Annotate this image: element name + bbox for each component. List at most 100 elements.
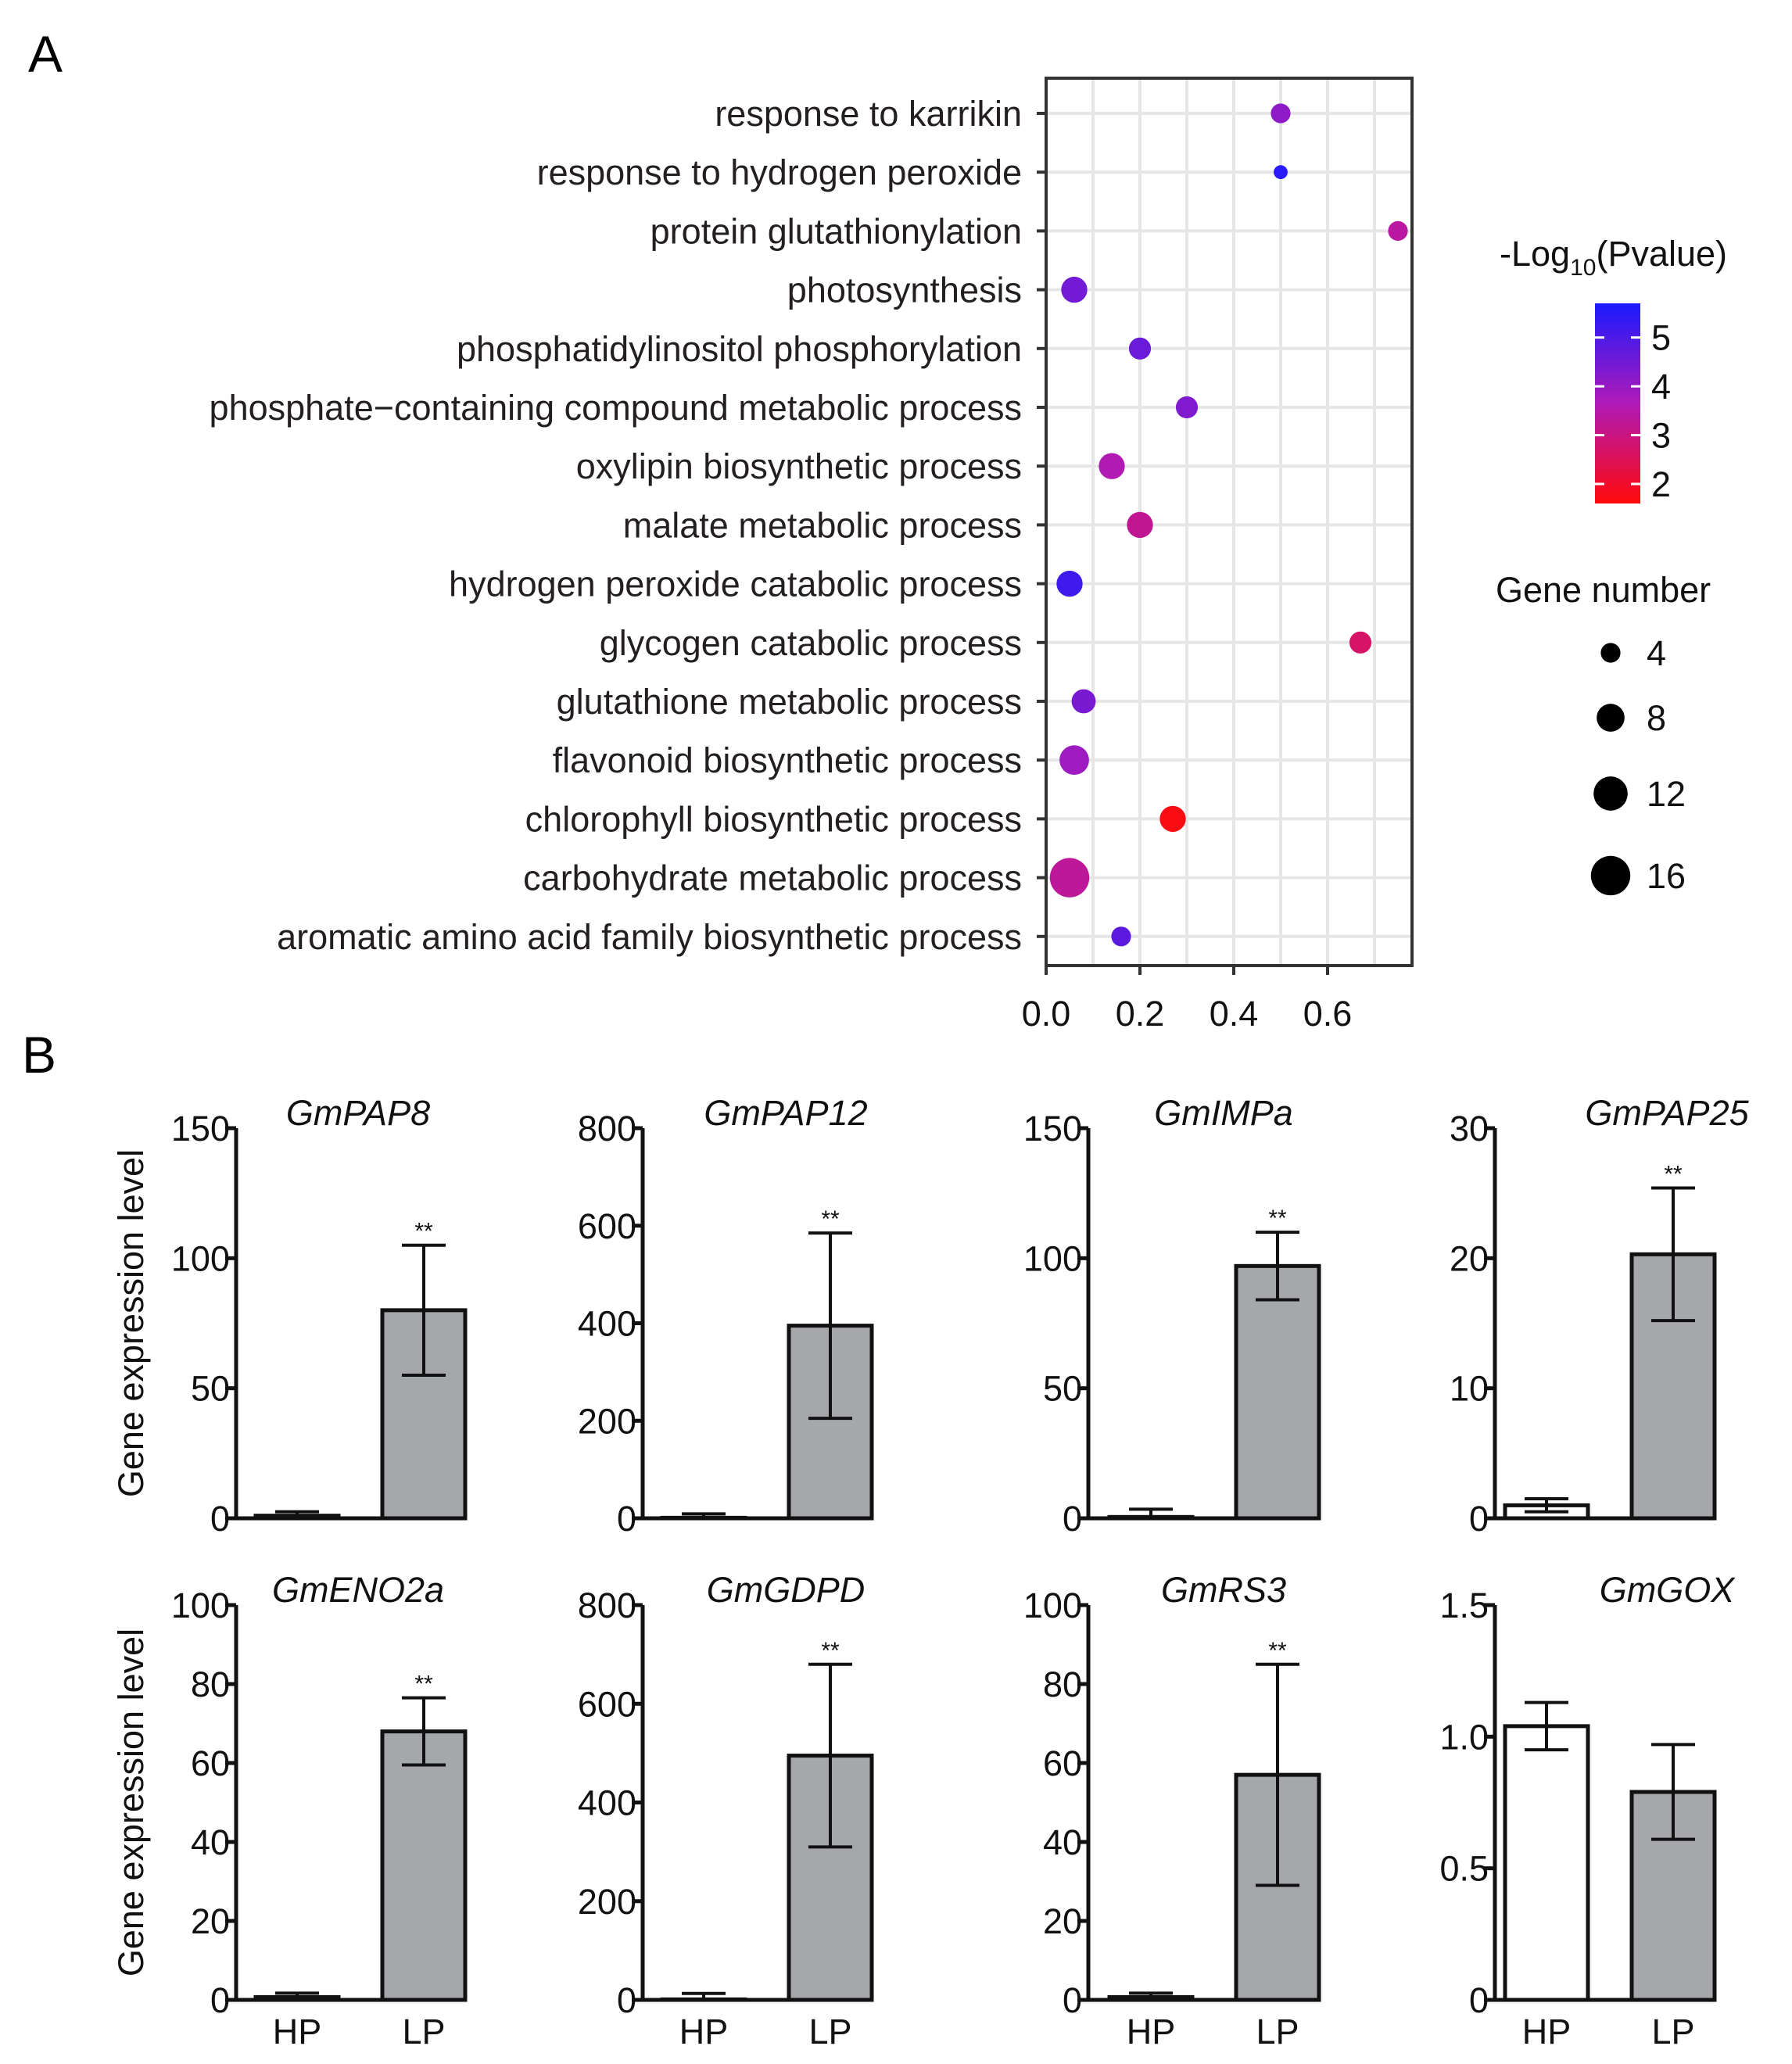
color-tick-label: 4 [1651, 367, 1671, 407]
y-tick-label: 10 [1450, 1369, 1489, 1409]
go-term-label: glycogen catabolic process [600, 623, 1022, 663]
lp-category-label: LP [1651, 2012, 1694, 2051]
size-legend-label: 16 [1647, 856, 1686, 896]
y-tick-label: 600 [578, 1684, 636, 1724]
color-tick-label: 3 [1651, 416, 1671, 456]
bubble-point [1159, 805, 1186, 833]
y-tick-label: 20 [1043, 1901, 1082, 1941]
size-legend-dot [1593, 776, 1628, 811]
y-tick-label: 30 [1450, 1109, 1489, 1148]
y-tick-label: 20 [1450, 1238, 1489, 1278]
y-tick-label: 1.0 [1439, 1717, 1489, 1757]
gene-title: GmENO2a [272, 1570, 444, 1610]
go-term-label: aromatic amino acid family biosynthetic … [277, 917, 1022, 957]
y-tick-label: 60 [191, 1743, 230, 1783]
size-legend-dot [1590, 855, 1631, 896]
go-term-label: chlorophyll biosynthetic process [525, 799, 1022, 839]
y-tick-label: 150 [171, 1109, 230, 1148]
plot-frame [1045, 77, 1414, 967]
y-axis-title: Gene expression level [111, 1149, 151, 1497]
bubble-points [1049, 103, 1408, 947]
lp-category-label: LP [808, 2012, 851, 2051]
y-tick-label: 200 [578, 1882, 636, 1922]
gene-title: GmIMPa [1154, 1093, 1293, 1133]
y-tick-label: 0.5 [1439, 1849, 1489, 1889]
go-term-label: flavonoid biosynthetic process [553, 740, 1022, 780]
y-tick-label: 50 [1043, 1369, 1082, 1409]
bubble-point [1098, 453, 1125, 479]
y-tick-label: 100 [1023, 1586, 1082, 1625]
significance-mark: ** [1664, 1162, 1683, 1188]
go-term-label: carbohydrate metabolic process [523, 858, 1022, 898]
go-term-label: response to karrikin [715, 94, 1022, 134]
y-tick-label: 0 [210, 1980, 230, 2020]
color-scale-ticks: 2 3 4 5 [1595, 318, 1671, 504]
go-term-label: photosynthesis [787, 271, 1022, 310]
bubble-point [1388, 220, 1408, 241]
size-legend-dot [1597, 704, 1625, 732]
bubble-point [1049, 858, 1090, 898]
hp-category-label: HP [273, 2012, 322, 2051]
go-term-labels: response to karrikin response to hydrogen… [210, 94, 1046, 957]
color-legend-title-subscript: 10 [1570, 255, 1596, 281]
gene-title: GmPAP8 [286, 1093, 430, 1133]
plot-grid [1045, 78, 1412, 966]
go-term-label: malate metabolic process [623, 505, 1022, 545]
y-tick-label: 0 [1063, 1499, 1082, 1539]
bar-subplot: GmGDPD ** 0 200 400 600 800 HP LP [578, 1570, 874, 2051]
go-term-label: phosphatidylinositol phosphorylation [457, 329, 1022, 369]
y-tick-label: 0 [1469, 1980, 1489, 2020]
bubble-point [1111, 926, 1131, 947]
bar-subplot: GmGOX 0 0.5 1.0 1.5 HP LP [1439, 1570, 1736, 2051]
bubble-point [1056, 570, 1083, 597]
bubble-point [1349, 631, 1372, 654]
y-tick-label: 0 [1469, 1499, 1489, 1539]
significance-mark: ** [1268, 1206, 1287, 1231]
bar-subplot: GmPAP12 ** 0 200 400 600 800 [578, 1093, 874, 1539]
hp-bar [1503, 1724, 1590, 2002]
x-tick-label: 0.4 [1210, 994, 1259, 1034]
y-tick-label: 600 [578, 1206, 636, 1246]
y-tick-label: 800 [578, 1109, 636, 1148]
bar-subplot: GmPAP25 ** 0 10 20 30 [1450, 1093, 1750, 1539]
x-tick-label: 0.6 [1303, 994, 1353, 1034]
size-legend-dot [1600, 643, 1621, 663]
y-tick-label: 0 [617, 1980, 636, 2020]
bubble-point [1059, 745, 1089, 776]
y-tick-label: 60 [1043, 1743, 1082, 1783]
significance-mark: ** [414, 1219, 433, 1245]
bar-subplot: GmENO2a ** 0 20 40 60 80 100 HP LP Gene expression… [111, 1570, 468, 2051]
significance-mark: ** [821, 1638, 840, 1664]
y-tick-label: 40 [191, 1822, 230, 1862]
significance-mark: ** [414, 1672, 433, 1697]
color-legend-title: -Log10(Pvalue) [1500, 234, 1727, 281]
y-tick-label: 20 [191, 1901, 230, 1941]
y-tick-label: 80 [1043, 1664, 1082, 1704]
x-tick-label: 0.2 [1116, 994, 1165, 1034]
hp-category-label: HP [1127, 2012, 1176, 2051]
y-axis-title: Gene expression level [111, 1629, 151, 1976]
color-tick-label: 5 [1651, 318, 1671, 358]
hp-category-label: HP [679, 2012, 729, 2051]
bubble-point [1175, 396, 1199, 419]
chart-legends: -Log10(Pvalue) 2 3 4 5 Gene number 4 8 12 16 [1496, 234, 1727, 896]
bar-subplot: GmIMPa ** 0 50 100 150 [1023, 1093, 1321, 1539]
size-legend-items: 4 8 12 16 [1590, 633, 1686, 896]
go-term-label: glutathione metabolic process [557, 682, 1022, 722]
gene-title: GmRS3 [1161, 1570, 1286, 1610]
color-legend-title-prefix: -Log [1500, 234, 1570, 274]
y-tick-label: 100 [171, 1586, 230, 1625]
go-enrichment-bubble-chart: response to karrikin response to hydrogen… [210, 77, 1727, 1034]
y-tick-label: 200 [578, 1401, 636, 1441]
bubble-point [1061, 276, 1088, 303]
significance-mark: ** [1268, 1638, 1287, 1664]
color-legend-title-suffix: (Pvalue) [1596, 234, 1727, 274]
go-term-label: hydrogen peroxide catabolic process [449, 564, 1022, 604]
bubble-point [1071, 689, 1096, 714]
bubble-point [1128, 337, 1152, 360]
bar-subplot: GmPAP8 ** 0 50 100 150 Gene expression level [111, 1093, 468, 1539]
go-term-label: protein glutathionylation [650, 211, 1022, 251]
y-tick-label: 400 [578, 1304, 636, 1344]
